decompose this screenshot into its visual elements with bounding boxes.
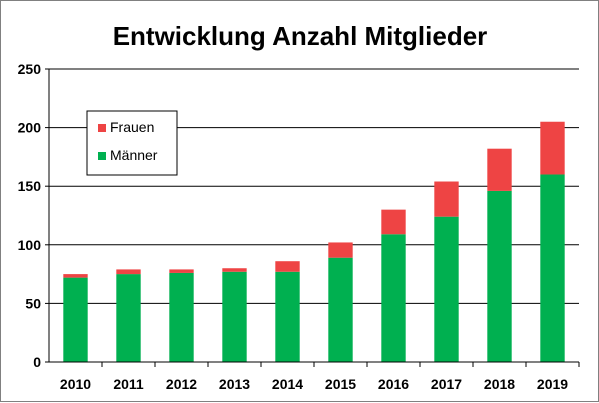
- bar-frauen-2019: [540, 121, 565, 175]
- x-tick-label: 2013: [219, 376, 250, 392]
- bar-frauen-2012: [169, 269, 194, 273]
- bar-frauen-2018: [487, 148, 512, 191]
- x-tick-label: 2015: [325, 376, 356, 392]
- y-tick-labels: 0 50 100 150 200 250: [18, 61, 49, 370]
- x-tick-labels: 2010 2011 2012 2013 2014 2015 2016 2017 2018 2019: [60, 362, 580, 392]
- bar-frauen-2016: [381, 209, 406, 235]
- bar-frauen-2014: [275, 261, 300, 272]
- x-tick-label: 2018: [484, 376, 515, 392]
- legend-label-frauen: Frauen: [110, 119, 154, 135]
- bar-frauen-2017: [434, 181, 459, 217]
- legend-swatch-frauen: [98, 124, 106, 132]
- y-tick-label: 150: [18, 178, 42, 194]
- legend: Frauen Männer: [86, 110, 178, 176]
- y-tick-label: 100: [18, 237, 42, 253]
- bar-mnner-2017: [434, 216, 459, 362]
- bar-mnner-2011: [116, 274, 141, 362]
- x-tick-label: 2019: [537, 376, 568, 392]
- bar-mnner-2016: [381, 234, 406, 362]
- bar-mnner-2012: [169, 272, 194, 362]
- legend-label-maenner: Männer: [110, 147, 158, 163]
- bar-frauen-2013: [222, 268, 247, 272]
- legend-box: [86, 110, 178, 176]
- bar-mnner-2018: [487, 190, 512, 362]
- bar-mnner-2010: [63, 277, 88, 362]
- y-tick-label: 200: [18, 120, 42, 136]
- bar-mnner-2014: [275, 271, 300, 362]
- bars: [63, 121, 565, 362]
- x-tick-label: 2016: [378, 376, 409, 392]
- bar-frauen-2010: [63, 274, 88, 278]
- bar-mnner-2015: [328, 257, 353, 362]
- bar-mnner-2019: [540, 174, 565, 362]
- bar-mnner-2013: [222, 271, 247, 362]
- y-tick-label: 50: [25, 295, 41, 311]
- bar-frauen-2011: [116, 269, 141, 275]
- x-tick-label: 2014: [272, 376, 303, 392]
- x-tick-label: 2011: [113, 376, 144, 392]
- x-tick-label: 2017: [431, 376, 462, 392]
- bar-frauen-2015: [328, 242, 353, 258]
- chart-title: Entwicklung Anzahl Mitglieder: [113, 21, 488, 51]
- y-tick-label: 0: [33, 354, 41, 370]
- legend-swatch-maenner: [98, 152, 106, 160]
- x-tick-label: 2012: [166, 376, 197, 392]
- y-tick-label: 250: [18, 61, 42, 77]
- x-tick-label: 2010: [60, 376, 91, 392]
